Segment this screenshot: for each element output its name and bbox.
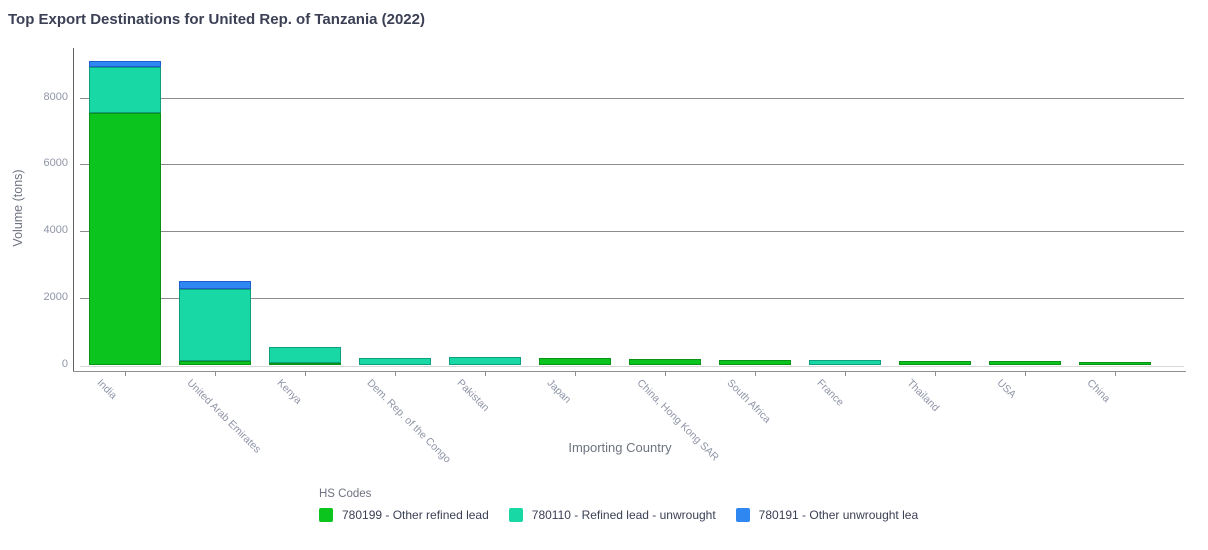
gridline-0 [80,366,1184,367]
legend-swatch-780199 [319,508,333,522]
y-tick-label-0: 0 [61,358,68,370]
x-tick-label-japan: Japan [544,377,574,406]
x-tick-dem-rep-of-the-congo [395,371,396,376]
x-tick-south-africa [755,371,756,376]
x-tick-japan [575,371,576,376]
bar-united-arab-emirates-780191[interactable] [179,281,251,290]
y-tick-label-4000: 4000 [43,224,68,237]
y-tick-label-6000: 6000 [43,157,68,170]
bar-usa-780199[interactable] [989,361,1061,365]
x-tick-usa [1025,371,1026,376]
legend-item-780199[interactable]: 780199 - Other refined lead [319,508,489,522]
x-tick-label-south-africa: South Africa [724,377,774,426]
legend-item-780110[interactable]: 780110 - Refined lead - unwrought [508,508,716,522]
x-tick-label-kenya: Kenya [274,377,305,407]
bar-pakistan-780110[interactable] [449,357,521,365]
x-tick-france [845,371,846,376]
bar-kenya-780199[interactable] [269,362,341,365]
x-axis-title: Importing Country [568,440,672,455]
gridline-8000 [80,97,1184,99]
bar-united-arab-emirates-780199[interactable] [179,360,251,365]
x-tick-china-hong-kong-sar [665,371,666,376]
x-tick-label-china: China [1084,377,1113,405]
x-tick-united-arab-emirates [215,371,216,376]
bar-south-africa-780199[interactable] [719,360,791,365]
bar-united-arab-emirates-780110[interactable] [179,289,251,361]
x-axis-line [73,371,1186,372]
bar-india-780110[interactable] [89,66,161,114]
bar-china-hong-kong-sar-780199[interactable] [629,358,701,365]
legend-items: 780199 - Other refined lead 780110 - Refi… [319,508,918,522]
chart-title: Top Export Destinations for United Rep. … [8,11,425,28]
legend-label: 780199 - Other refined lead [342,508,489,522]
gridline-2000 [80,298,1184,300]
bar-kenya-780110[interactable] [269,347,341,363]
bar-india-780191[interactable] [89,60,161,67]
x-tick-label-dem-rep-of-the-congo: Dem. Rep. of the Congo [364,377,454,466]
y-tick-label-2000: 2000 [43,291,68,304]
x-tick-china [1115,371,1116,376]
x-tick-label-france: France [814,377,847,409]
y-tick-label-8000: 8000 [43,90,68,103]
legend-title: HS Codes [319,488,372,500]
x-tick-thailand [935,371,936,376]
bar-india-780199[interactable] [89,113,161,365]
bar-china-780199[interactable] [1079,361,1151,365]
legend-swatch-780110 [508,508,523,522]
plot-area [73,48,1186,371]
x-tick-label-india: India [94,377,120,402]
bar-france-780110[interactable] [809,360,881,365]
x-tick-label-thailand: Thailand [904,377,942,414]
y-axis-line [73,48,74,371]
bar-japan-780199[interactable] [539,358,611,365]
x-tick-label-united-arab-emirates: United Arab Emirates [184,377,264,456]
legend-label: 780191 - Other unwrought lea [758,508,919,522]
x-tick-label-pakistan: Pakistan [454,377,492,414]
gridline-6000 [80,164,1184,166]
x-tick-india [125,371,126,376]
x-tick-label-usa: USA [994,377,1019,401]
legend-label: 780110 - Refined lead - unwrought [531,508,716,522]
bar-dem-rep-of-the-congo-780110[interactable] [359,358,431,365]
legend-swatch-780191 [735,508,750,522]
x-tick-kenya [305,371,306,376]
gridline-4000 [80,231,1184,233]
bar-thailand-780199[interactable] [899,361,971,365]
legend: HS Codes 780199 - Other refined lead 7801… [319,488,918,522]
x-tick-pakistan [485,371,486,376]
legend-item-780191[interactable]: 780191 - Other unwrought lea [735,508,919,522]
